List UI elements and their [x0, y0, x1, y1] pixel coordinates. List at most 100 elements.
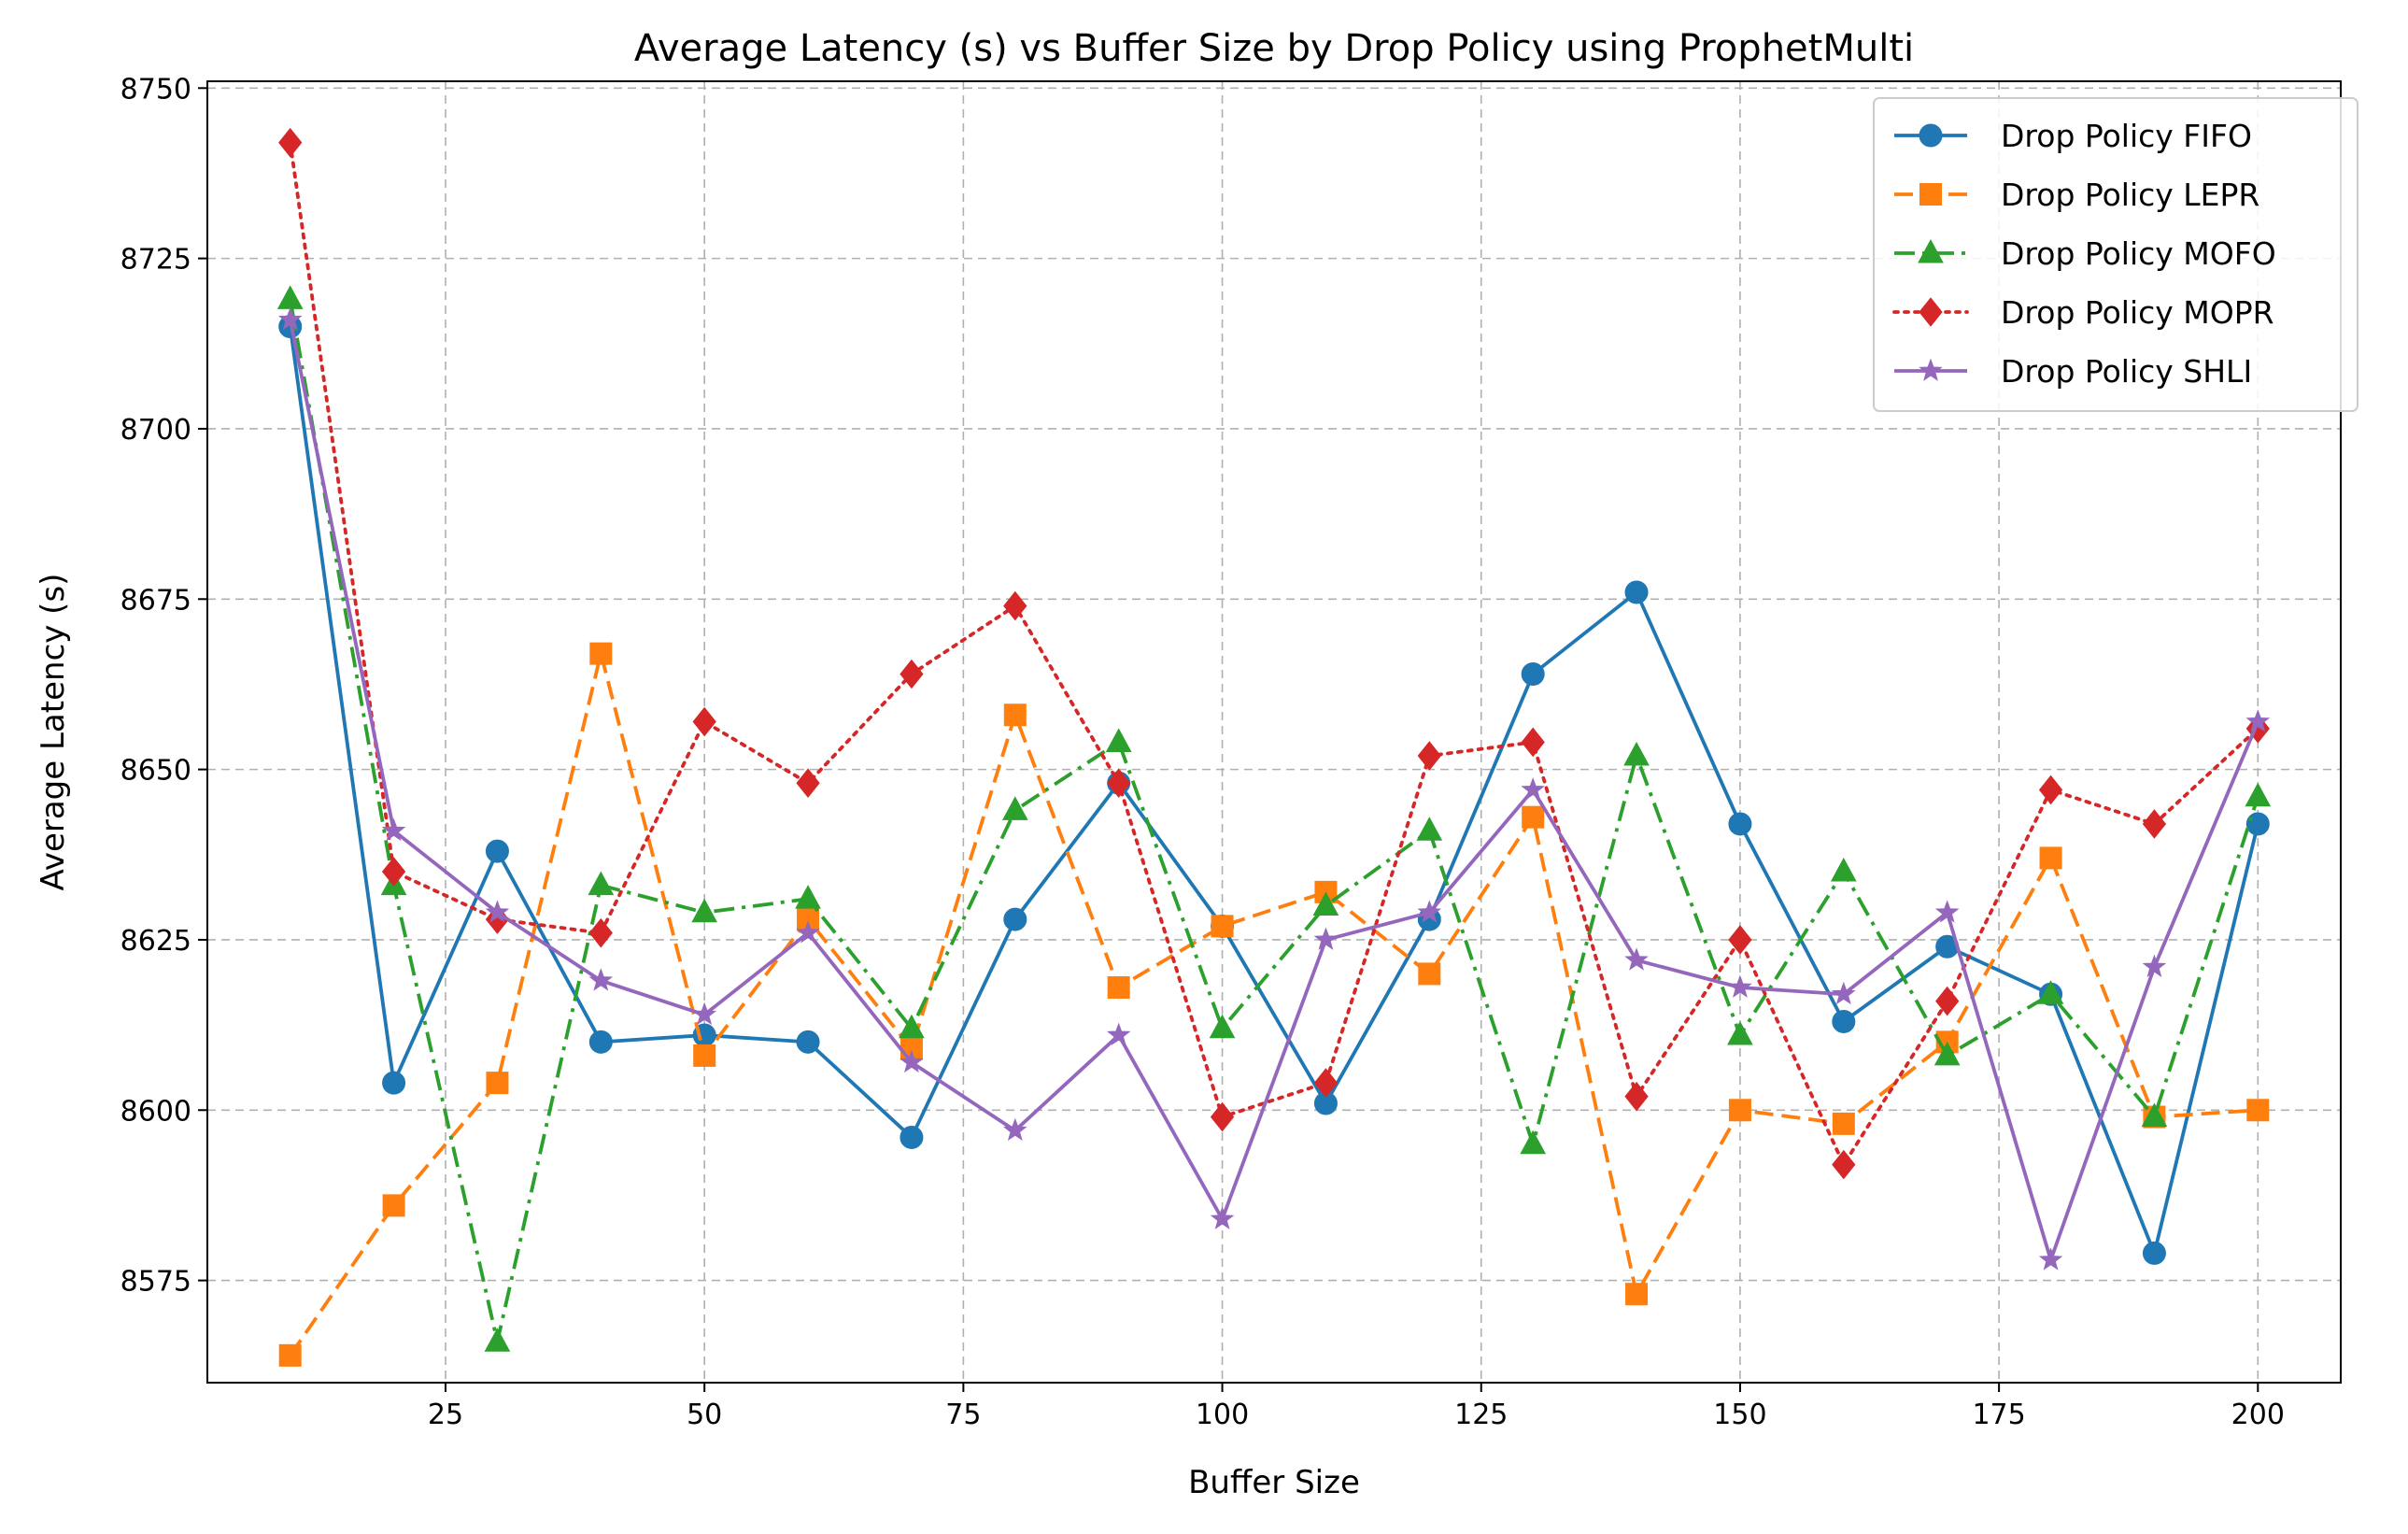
data-point [692, 706, 716, 737]
data-point [1728, 925, 1752, 955]
data-point [2142, 809, 2167, 839]
data-point [1624, 947, 1649, 971]
data-point [484, 1328, 511, 1352]
data-point [588, 968, 614, 991]
x-tick-label: 100 [1196, 1399, 1249, 1431]
data-point [899, 1049, 924, 1073]
data-point [2246, 1099, 2270, 1122]
data-point [1418, 962, 1441, 986]
data-point [1728, 1099, 1751, 1122]
data-point [2038, 1247, 2063, 1271]
data-point [382, 1194, 405, 1217]
data-point [691, 898, 718, 923]
data-point [2037, 980, 2064, 1004]
data-point [1624, 580, 1649, 604]
x-tick-label: 25 [428, 1399, 463, 1431]
data-point [1728, 974, 1752, 998]
data-point [1312, 891, 1339, 916]
data-point [277, 306, 303, 331]
data-point [1107, 768, 1131, 798]
data-point [1209, 1014, 1236, 1039]
data-point [1001, 796, 1028, 820]
legend-item: Drop Policy MOFO [1894, 235, 2276, 272]
data-point [692, 1001, 716, 1026]
y-tick-label: 8725 [120, 244, 191, 277]
data-point [1105, 728, 1132, 752]
series-layer [276, 127, 2272, 1367]
data-point [2141, 1102, 2168, 1128]
data-point [1934, 900, 1960, 923]
x-tick-label: 150 [1713, 1399, 1766, 1431]
data-point [1830, 857, 1857, 882]
legend-marker [1919, 358, 1943, 381]
y-tick-label: 8650 [120, 755, 191, 788]
data-point [1211, 915, 1234, 938]
x-tick-label: 175 [1972, 1399, 2025, 1431]
legend-marker [1919, 183, 1942, 206]
y-tick-label: 8700 [120, 414, 191, 447]
data-point [1623, 741, 1650, 766]
data-point [796, 920, 820, 944]
legend-label: Drop Policy MOPR [2001, 294, 2274, 331]
data-point [278, 1343, 302, 1367]
y-tick-label: 8625 [120, 925, 191, 958]
data-point [795, 885, 821, 909]
y-tick-label: 8750 [120, 73, 191, 106]
data-point [1210, 1206, 1235, 1229]
legend-label: Drop Policy MOFO [2001, 235, 2276, 272]
plot-frame [206, 80, 2342, 1384]
data-point [1832, 1009, 1856, 1033]
data-point [1313, 1068, 1339, 1098]
data-point [1935, 986, 1960, 1016]
y-tick-label: 8675 [120, 584, 191, 617]
data-point [796, 1030, 820, 1054]
x-tick-label: 50 [687, 1399, 722, 1431]
data-point [1832, 1149, 1856, 1180]
legend-item: Drop Policy MOPR [1892, 294, 2274, 331]
series-line-drop-policy-shli [288, 319, 2260, 1262]
legend-label: Drop Policy FIFO [2001, 118, 2252, 154]
data-point [278, 127, 303, 158]
data-point [588, 871, 615, 896]
data-point [1522, 805, 1545, 829]
data-point [1521, 727, 1545, 758]
legend-item: Drop Policy FIFO [1894, 118, 2252, 154]
y-tick-label: 8575 [120, 1266, 191, 1299]
data-point [1107, 975, 1130, 999]
data-point [1624, 1081, 1649, 1112]
data-point [1521, 662, 1545, 687]
legend-marker [1919, 123, 1943, 148]
y-axis-label: Average Latency (s) [35, 574, 72, 891]
data-point [899, 659, 924, 689]
data-point [2245, 812, 2270, 836]
data-point [1106, 1022, 1131, 1045]
data-point [485, 900, 510, 923]
series-drop-policy-shli [277, 306, 2271, 1271]
x-tick-label: 200 [2231, 1399, 2285, 1431]
chart-title: Average Latency (s) vs Buffer Size by Dr… [634, 27, 1914, 70]
series-drop-policy-mofo [276, 285, 2272, 1352]
data-point [1520, 1129, 1547, 1155]
data-point [2038, 774, 2063, 805]
data-point [382, 1071, 406, 1095]
x-tick-label: 125 [1454, 1399, 1508, 1431]
legend-marker [1919, 297, 1943, 327]
legend-item: Drop Policy LEPR [1894, 177, 2259, 213]
series-line-drop-policy-mofo [288, 299, 2260, 1344]
data-point [381, 817, 406, 842]
data-point [588, 1030, 613, 1054]
data-point [1933, 1041, 1961, 1066]
data-point [1521, 777, 1545, 801]
axis-ticks: 25 50 75 100 125 150 175 200 8575 8600 8625 8650 867… [120, 73, 2285, 1431]
data-point [1416, 817, 1443, 841]
data-point [1832, 1112, 1855, 1135]
data-point [2245, 782, 2272, 807]
data-point [588, 917, 613, 948]
data-point [899, 1014, 925, 1039]
y-tick-label: 8600 [120, 1095, 191, 1128]
data-point [381, 857, 406, 887]
data-point [1313, 927, 1339, 950]
data-point [485, 839, 509, 863]
